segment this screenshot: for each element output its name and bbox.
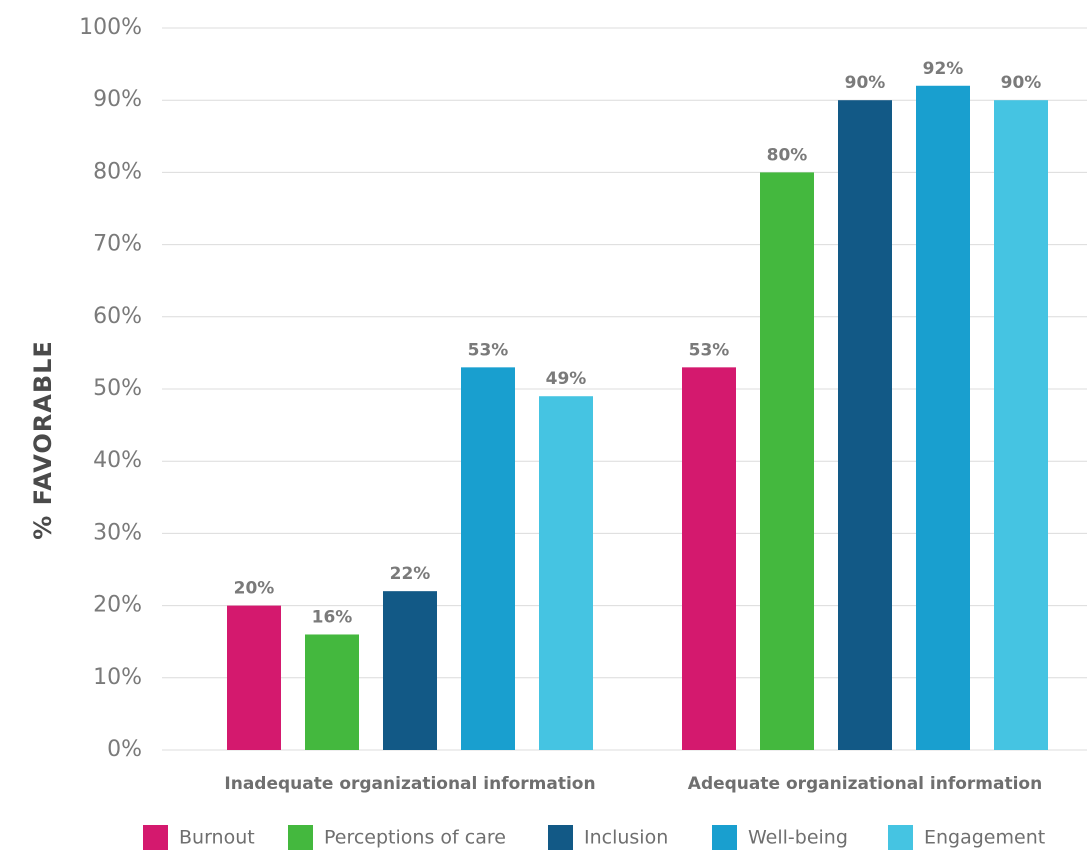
legend-label: Well-being xyxy=(748,827,848,849)
x-category-label: Inadequate organizational information xyxy=(224,774,595,794)
y-axis-ticks: 0% 10% 20% 30% 40% 50% 60% 70% 80% 90% 100% xyxy=(79,15,142,762)
y-tick-label: 100% xyxy=(79,15,142,40)
data-label: 20% xyxy=(234,579,275,599)
legend-swatch xyxy=(288,825,313,850)
y-tick-label: 70% xyxy=(93,232,142,257)
y-tick-label: 90% xyxy=(93,87,142,112)
data-label: 53% xyxy=(689,340,730,360)
y-tick-label: 30% xyxy=(93,520,142,545)
legend-swatch xyxy=(143,825,168,850)
value-labels: 20% 16% 22% 53% 49% 53% 80% 90% 92% 90% xyxy=(234,59,1042,628)
data-label: 16% xyxy=(312,607,353,627)
legend-label: Perceptions of care xyxy=(324,827,506,849)
bar xyxy=(539,396,593,750)
y-tick-label: 80% xyxy=(93,159,142,184)
x-category-label: Adequate organizational information xyxy=(688,774,1042,794)
legend-swatch xyxy=(548,825,573,850)
legend-label: Engagement xyxy=(924,827,1045,849)
data-label: 92% xyxy=(923,59,964,79)
bar xyxy=(461,367,515,750)
y-tick-label: 50% xyxy=(93,376,142,401)
data-label: 90% xyxy=(845,73,886,93)
y-tick-label: 40% xyxy=(93,448,142,473)
y-tick-label: 20% xyxy=(93,593,142,618)
y-tick-label: 60% xyxy=(93,304,142,329)
bar xyxy=(760,172,814,750)
bars xyxy=(227,85,1048,750)
y-axis-label: % FAVORABLE xyxy=(29,340,57,540)
bar xyxy=(916,85,970,750)
data-label: 22% xyxy=(390,564,431,584)
bar xyxy=(838,100,892,750)
y-tick-label: 10% xyxy=(93,665,142,690)
legend-swatch xyxy=(888,825,913,850)
y-tick-label: 0% xyxy=(107,737,142,762)
legend-label: Inclusion xyxy=(584,827,668,849)
data-label: 49% xyxy=(546,369,587,389)
legend-swatch xyxy=(712,825,737,850)
bar xyxy=(227,605,281,750)
data-label: 90% xyxy=(1001,73,1042,93)
category-labels: Inadequate organizational information Ade… xyxy=(224,774,1042,794)
bar xyxy=(305,634,359,750)
bar xyxy=(682,367,736,750)
bar xyxy=(383,591,437,750)
legend-label: Burnout xyxy=(179,827,255,849)
data-label: 53% xyxy=(468,340,509,360)
bar xyxy=(994,100,1048,750)
legend: Burnout Perceptions of care Inclusion Well-… xyxy=(143,825,1045,850)
data-label: 80% xyxy=(767,145,808,165)
